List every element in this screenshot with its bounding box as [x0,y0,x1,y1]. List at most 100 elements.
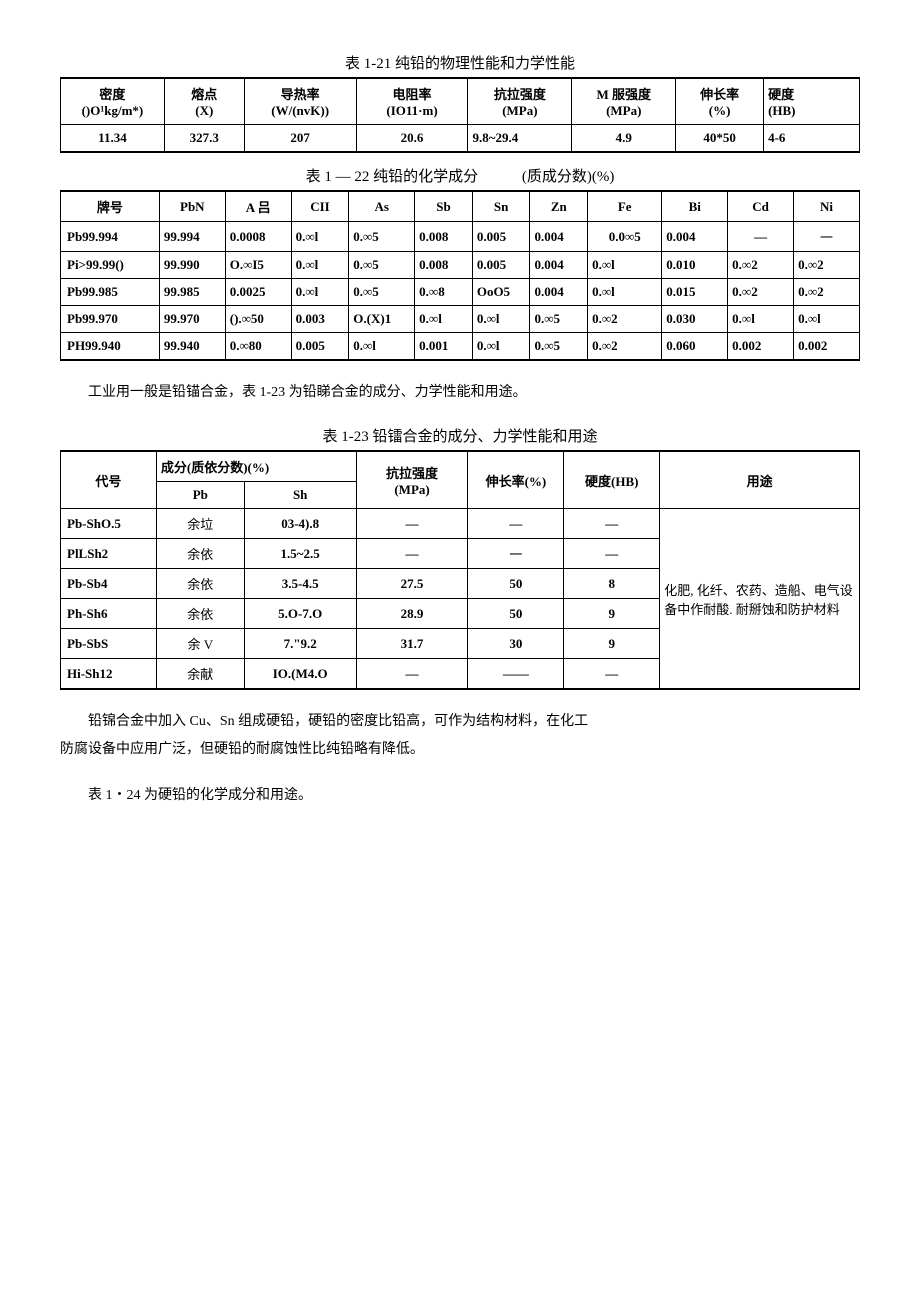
t22-h0: 牌号 [61,191,160,222]
t22-h1: PbN [159,191,225,222]
t23-r5c2: IO.(M4.O [244,659,356,690]
t22-r3c3: 0.003 [291,306,349,333]
table22-caption: 表 1 — 22 纯铅的化学成分 (质成分数)(%) [60,165,860,186]
t22-r1c4: 0.∞5 [349,252,415,279]
t22-r2c10: 0.∞2 [728,279,794,306]
t22-r4c3: 0.005 [291,333,349,361]
t22-r3c0: Pb99.970 [61,306,160,333]
t23-r2c2: 3.5-4.5 [244,569,356,599]
t23-r1c5: — [564,539,660,569]
t23-r5c0: Hi-Sh12 [61,659,157,690]
paragraph-4: 表 1・24 为硬铅的化学成分和用途。 [60,782,860,810]
t23-r2c0: Pb-Sb4 [61,569,157,599]
t23-r5c5: — [564,659,660,690]
t23-h-chengfen: 成分(质依分数)(%) [156,451,356,482]
t23-r3c3: 28.9 [356,599,468,629]
t23-r2c1: 余依 [156,569,244,599]
t22-h9: Bi [662,191,728,222]
t22-r0c8: 0.0∞5 [588,222,662,252]
table21-data-row: 11.34 327.3 207 20.6 9.8~29.4 4.9 40*50 … [61,125,860,153]
t22-r3c6: 0.∞l [472,306,530,333]
t22-r0c2: 0.0008 [225,222,291,252]
t22-r3c8: 0.∞2 [588,306,662,333]
t23-r4c4: 30 [468,629,564,659]
t23-r3c2: 5.O-7.O [244,599,356,629]
t22-r0c9: 0.004 [662,222,728,252]
t22-r2c9: 0.015 [662,279,728,306]
t22-r2c5: 0.∞8 [415,279,473,306]
t22-r0c11: 一 [794,222,860,252]
t23-r4c1: 余 V [156,629,244,659]
t22-r1c11: 0.∞2 [794,252,860,279]
t23-r1c4: 一 [468,539,564,569]
table-row: Pb-ShO.5 余垃 03-4).8 — — — 化肥, 化纤、农药、造船、电… [61,509,860,539]
paragraph-3: 防腐设备中应用广泛，但硬铅的耐腐蚀性比纯铅略有降低。 [60,736,860,764]
t22-r4c9: 0.060 [662,333,728,361]
t22-r0c6: 0.005 [472,222,530,252]
table23-header-row1: 代号 成分(质依分数)(%) 抗拉强度(MPa) 伸长率(%) 硬度(HB) 用… [61,451,860,482]
table-row: Pb99.985 99.985 0.0025 0.∞l 0.∞5 0.∞8 Oo… [61,279,860,306]
t22-h4: As [349,191,415,222]
t22-r2c2: 0.0025 [225,279,291,306]
t22-h5: Sb [415,191,473,222]
t23-h-daihao: 代号 [61,451,157,509]
t22-r4c6: 0.∞l [472,333,530,361]
t23-r0c2: 03-4).8 [244,509,356,539]
t22-r4c10: 0.002 [728,333,794,361]
t22-r4c4: 0.∞l [349,333,415,361]
t23-r1c0: PlLSh2 [61,539,157,569]
t22-h11: Ni [794,191,860,222]
t22-r0c1: 99.994 [159,222,225,252]
t22-r2c6: OoO5 [472,279,530,306]
t22-r2c4: 0.∞5 [349,279,415,306]
t22-r2c7: 0.004 [530,279,588,306]
t22-h10: Cd [728,191,794,222]
t22-r4c11: 0.002 [794,333,860,361]
t22-r2c8: 0.∞l [588,279,662,306]
t22-cap-main: 表 1 — 22 纯铅的化学成分 [306,169,479,185]
t23-r2c5: 8 [564,569,660,599]
t22-r3c9: 0.030 [662,306,728,333]
t23-r2c3: 27.5 [356,569,468,599]
t23-r3c1: 余依 [156,599,244,629]
t21-h2: 导热率(W/(nvK)) [244,78,356,125]
t21-h3: 电阻率(IO11·m) [356,78,468,125]
t23-r1c1: 余依 [156,539,244,569]
t23-r0c1: 余垃 [156,509,244,539]
t22-r3c7: 0.∞5 [530,306,588,333]
t22-r1c10: 0.∞2 [728,252,794,279]
t22-r3c10: 0.∞l [728,306,794,333]
t21-c4: 9.8~29.4 [468,125,572,153]
t23-r3c0: Ph-Sh6 [61,599,157,629]
t22-r2c1: 99.985 [159,279,225,306]
t23-h-pb: Pb [156,482,244,509]
t22-r3c2: ().∞50 [225,306,291,333]
t21-h4: 抗拉强度(MPa) [468,78,572,125]
t22-cap-ann: (质成分数)(%) [522,165,614,186]
t22-r0c10: — [728,222,794,252]
t23-h-kl: 抗拉强度(MPa) [356,451,468,509]
t23-r0c3: — [356,509,468,539]
t21-c7: 4-6 [764,125,860,153]
t23-r3c5: 9 [564,599,660,629]
t22-r1c5: 0.008 [415,252,473,279]
t22-r4c5: 0.001 [415,333,473,361]
t22-r1c3: 0.∞l [291,252,349,279]
t22-r1c7: 0.004 [530,252,588,279]
t23-r2c4: 50 [468,569,564,599]
t21-h7: 硬度(HB) [764,78,860,125]
t23-r1c3: — [356,539,468,569]
t21-c2: 207 [244,125,356,153]
t22-h8: Fe [588,191,662,222]
t21-h1: 熔点(X) [164,78,244,125]
table23-caption: 表 1-23 铅镭合金的成分、力学性能和用途 [60,425,860,446]
t23-r3c4: 50 [468,599,564,629]
t22-r0c3: 0.∞l [291,222,349,252]
t23-h-yt: 用途 [660,451,860,509]
t23-r0c0: Pb-ShO.5 [61,509,157,539]
t23-r1c2: 1.5~2.5 [244,539,356,569]
t22-r4c2: 0.∞80 [225,333,291,361]
t22-r0c5: 0.008 [415,222,473,252]
t22-r1c9: 0.010 [662,252,728,279]
t22-r0c4: 0.∞5 [349,222,415,252]
